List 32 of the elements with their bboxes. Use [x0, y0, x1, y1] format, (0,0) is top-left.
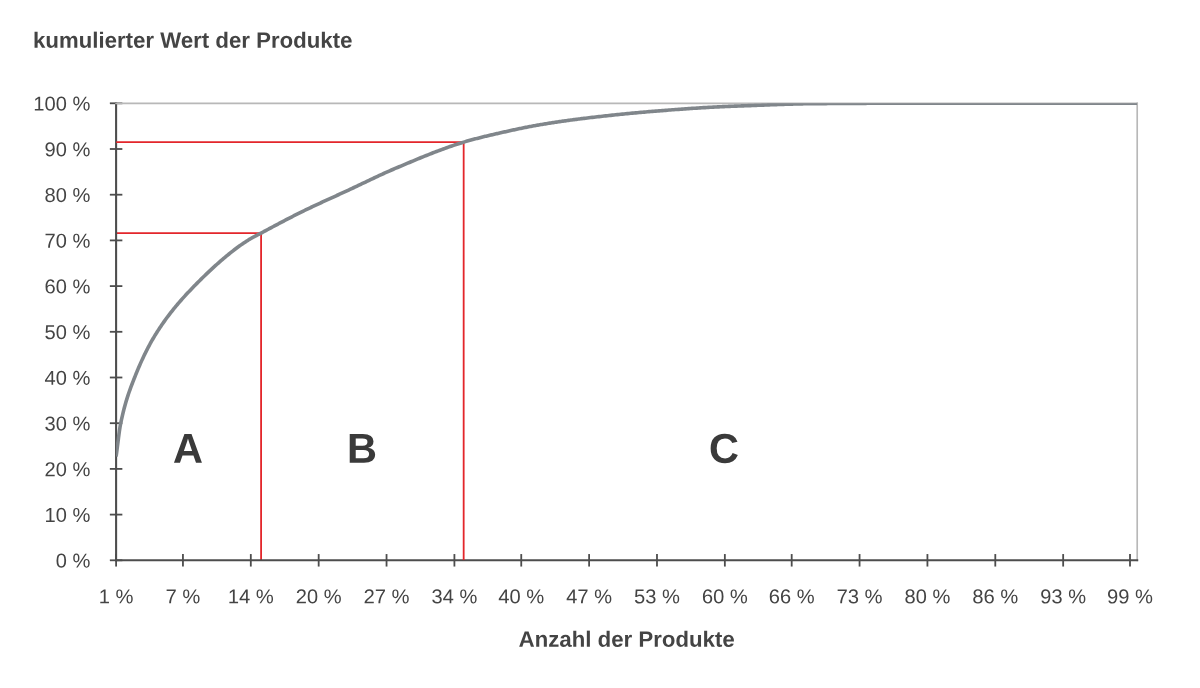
x-tick-label: 53 % — [634, 589, 680, 604]
y-tick-label: 50 % — [45, 325, 90, 340]
y-tick-label: 70 % — [45, 233, 90, 248]
y-axis-title: kumulierter Wert der Produkte — [34, 31, 352, 48]
x-tick-label: 20 % — [296, 589, 341, 604]
x-tick-label: 80 % — [905, 589, 950, 604]
x-tick-label: 47 % — [566, 589, 612, 604]
x-tick-label: 99 % — [1108, 589, 1153, 604]
y-tick-label: 60 % — [45, 279, 90, 294]
x-tick-label: 93 % — [1041, 589, 1086, 604]
y-tick-label: 30 % — [45, 416, 90, 431]
y-tick-label: 80 % — [45, 187, 90, 203]
x-tick-label: 1 % — [100, 589, 133, 604]
y-tick-label: 40 % — [44, 370, 90, 385]
x-tick-label: 73 % — [837, 589, 882, 604]
x-tick-label: 34 % — [432, 589, 477, 604]
x-tick-label: 27 % — [364, 589, 409, 604]
x-tick-label: 86 % — [973, 589, 1018, 604]
x-axis-title: Anzahl der Produkte — [519, 630, 734, 647]
y-tick-label: 100 % — [34, 96, 90, 111]
x-tick-label: 66 % — [769, 589, 814, 604]
x-tick-label: 40 % — [498, 589, 544, 604]
y-tick-label: 20 % — [45, 462, 90, 477]
y-tick-label: 10 % — [46, 507, 90, 523]
annotation: A — [173, 434, 202, 463]
x-tick-label: 60 % — [702, 589, 748, 604]
x-tick-label: 7 % — [166, 589, 200, 604]
y-tick-label: 0 % — [56, 553, 90, 568]
annotation: C — [710, 433, 738, 464]
annotation: B — [349, 434, 376, 463]
y-tick-label: 90 % — [45, 142, 90, 157]
x-tick-label: 14 % — [229, 589, 274, 604]
